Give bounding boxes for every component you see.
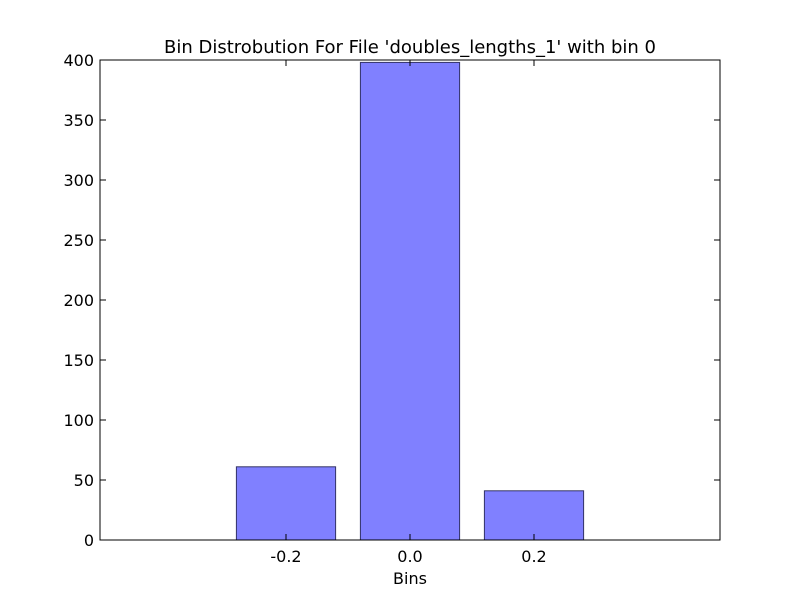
y-tick-label: 350 <box>63 111 94 130</box>
y-tick-label: 0 <box>84 531 94 550</box>
x-axis-label: Bins <box>393 569 427 588</box>
x-tick-label: 0.0 <box>397 547 422 566</box>
x-tick-label: 0.2 <box>521 547 546 566</box>
x-axis: -0.2 0.0 0.2 <box>270 60 547 566</box>
bar-0.2 <box>483 490 585 541</box>
bar-0.0 <box>359 61 461 541</box>
y-tick-label: 400 <box>63 51 94 70</box>
bars-group <box>235 61 585 541</box>
chart-title: Bin Distrobution For File 'doubles_lengt… <box>164 37 656 58</box>
y-tick-label: 300 <box>63 171 94 190</box>
y-tick-label: 250 <box>63 231 94 250</box>
y-tick-label: 100 <box>63 411 94 430</box>
y-tick-label: 50 <box>74 471 94 490</box>
bar--0.2 <box>235 466 337 541</box>
y-tick-label: 200 <box>63 291 94 310</box>
x-tick-label: -0.2 <box>270 547 301 566</box>
y-axis: 0 50 100 150 200 250 300 350 400 <box>63 51 720 550</box>
y-tick-label: 150 <box>63 351 94 370</box>
